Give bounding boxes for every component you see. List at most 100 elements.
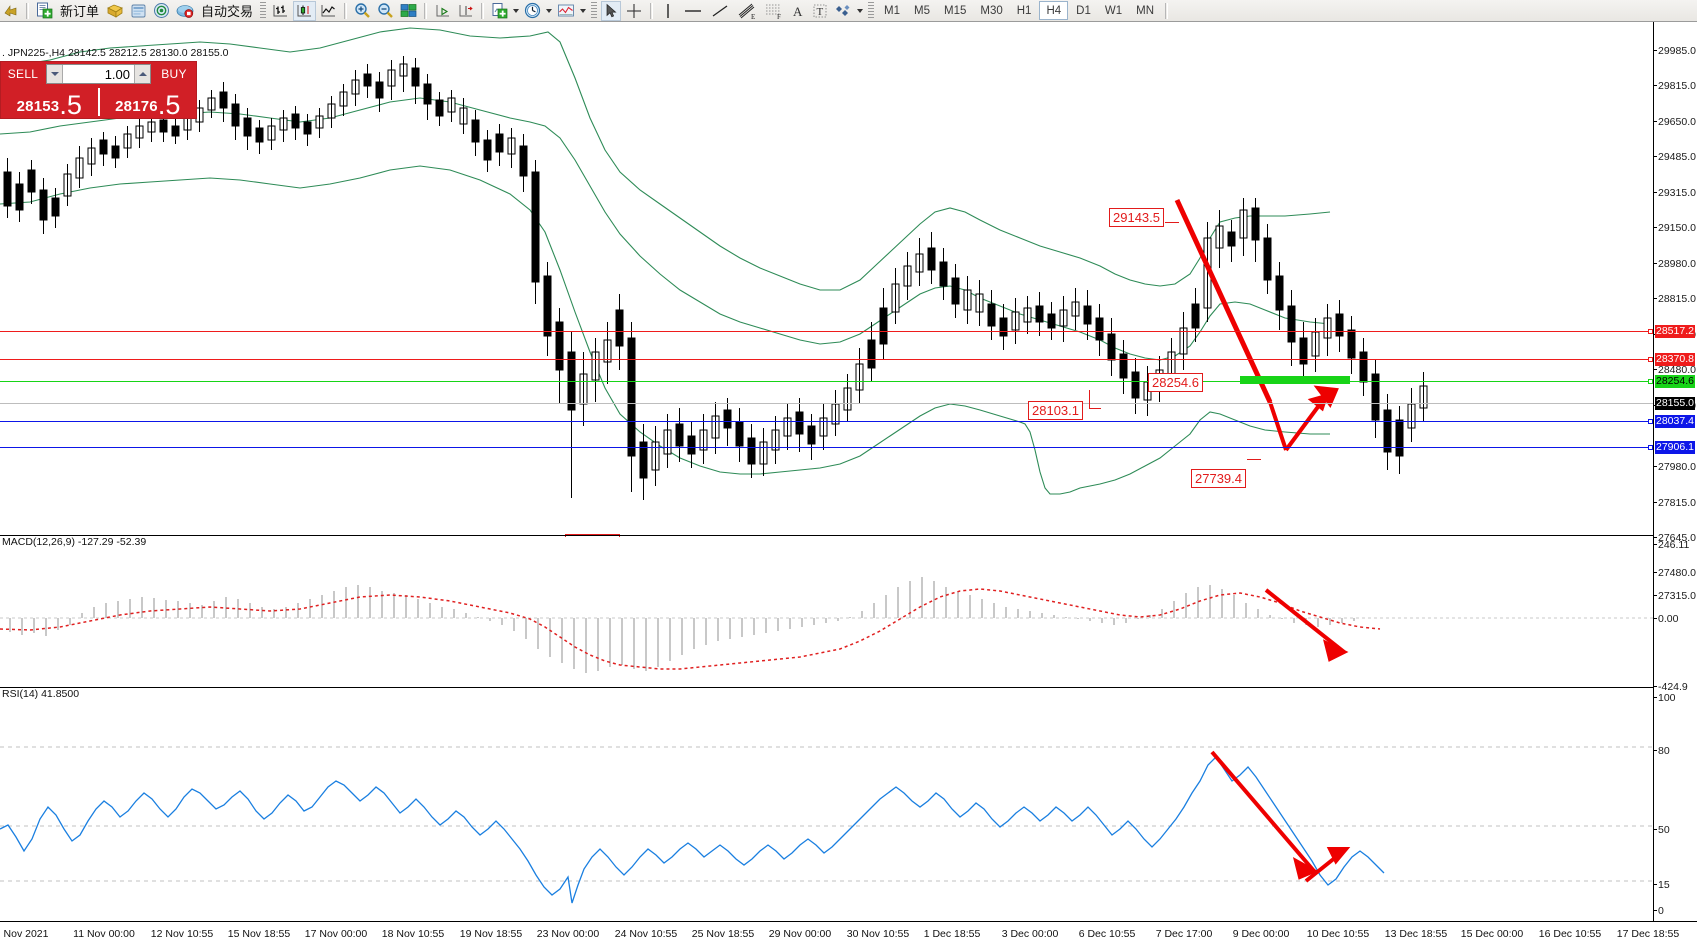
- objects-icon[interactable]: [832, 1, 854, 21]
- indicators-icon[interactable]: [555, 1, 577, 21]
- timeframe-m1[interactable]: M1: [884, 4, 901, 17]
- resistance-line-28517[interactable]: [0, 329, 1653, 334]
- price-axis[interactable]: 29985.0 29815.0 29650.0 29485.0 29315.0 …: [1653, 22, 1697, 921]
- macd-tick-min: -424.9: [1654, 681, 1688, 693]
- toolbar-grip[interactable]: [591, 2, 598, 19]
- level-chip-support-27906[interactable]: 27906.1: [1655, 441, 1695, 454]
- new-chart-icon[interactable]: [489, 1, 510, 21]
- annotation-29143[interactable]: 29143.5: [1109, 208, 1164, 227]
- buy-label[interactable]: BUY: [161, 67, 187, 81]
- line-chart-icon[interactable]: [318, 1, 339, 21]
- price-pane[interactable]: 29143.5 28254.6 28103.1 27739.4 27360.6: [0, 22, 1653, 553]
- vertical-line-icon[interactable]: [658, 1, 678, 21]
- sell-label[interactable]: SELL: [7, 67, 39, 81]
- support-line-27906[interactable]: [0, 445, 1653, 450]
- indicators-dropdown-icon[interactable]: [580, 8, 587, 13]
- sell-button[interactable]: 28153 .5: [1, 86, 98, 119]
- horizontal-line-icon[interactable]: [680, 1, 706, 21]
- timeframe-m30[interactable]: M30: [980, 4, 1003, 17]
- rsi-pane[interactable]: RSI(14) 41.8500: [0, 688, 1653, 921]
- macd-signal-line: [0, 588, 1381, 670]
- support-line-28037[interactable]: [0, 419, 1653, 424]
- level-handle[interactable]: [1648, 329, 1653, 334]
- macd-drawing-arrow: [1264, 588, 1349, 662]
- level-chip-resistance-28370[interactable]: 28370.8: [1655, 353, 1695, 366]
- buy-button[interactable]: 28176 .5: [100, 86, 197, 119]
- volume-stepper[interactable]: 1.00: [46, 64, 151, 84]
- rsi-header: RSI(14) 41.8500: [2, 688, 80, 700]
- volume-decrement-button[interactable]: [47, 65, 63, 83]
- crosshair-icon[interactable]: [623, 1, 645, 21]
- timeframe-w1[interactable]: W1: [1104, 4, 1123, 17]
- zoom-out-icon[interactable]: [375, 1, 396, 21]
- svg-text:A: A: [793, 4, 803, 19]
- new-order-icon[interactable]: [34, 1, 55, 21]
- rsi-tick-50: 50: [1654, 824, 1670, 836]
- time-tick: 7 Dec 17:00: [1155, 928, 1213, 940]
- annotation-28254[interactable]: 28254.6: [1148, 373, 1203, 392]
- text-label-icon[interactable]: A: [788, 1, 808, 21]
- new-order-label[interactable]: 新订单: [60, 4, 100, 19]
- svg-text:F: F: [777, 13, 781, 20]
- bar-chart-icon[interactable]: [270, 1, 291, 21]
- zoom-in-icon[interactable]: [352, 1, 373, 21]
- autotrading-label[interactable]: 自动交易: [201, 4, 254, 19]
- new-chart-dropdown-icon[interactable]: [513, 8, 520, 13]
- time-axis[interactable]: Nov 2021 11 Nov 00:00 12 Nov 10:55 15 No…: [0, 921, 1697, 948]
- fibonacci-icon[interactable]: F: [762, 1, 786, 21]
- price-tick: 28480.0: [1654, 364, 1696, 376]
- take-profit-zone-marker[interactable]: [1240, 376, 1350, 384]
- text-object-icon[interactable]: T: [810, 1, 830, 21]
- chart-window[interactable]: . JPN225-,H4 28142.5 28212.5 28130.0 281…: [0, 22, 1697, 948]
- annotation-27739[interactable]: 27739.4: [1191, 469, 1246, 488]
- timeframe-m5[interactable]: M5: [914, 4, 930, 17]
- rsi-tick-80: 80: [1654, 745, 1670, 757]
- timeframe-h4[interactable]: H4: [1039, 1, 1069, 20]
- level-chip-takeprofit-28254[interactable]: 28254.6: [1655, 375, 1695, 388]
- one-click-trading-panel[interactable]: SELL 1.00 BUY 28153 .5 28176 .5: [0, 61, 197, 119]
- annotation-28103[interactable]: 28103.1: [1028, 401, 1083, 420]
- level-chip-support-28037[interactable]: 28037.4: [1655, 415, 1695, 428]
- market-watch-icon[interactable]: [104, 1, 126, 21]
- rsi-drawing-arrow-down: [1210, 750, 1319, 880]
- one-click-top-row: SELL 1.00 BUY: [1, 62, 196, 86]
- price-tick: 29150.0: [1654, 222, 1696, 234]
- level-handle[interactable]: [1648, 357, 1653, 362]
- level-handle[interactable]: [1648, 419, 1653, 424]
- volume-value[interactable]: 1.00: [104, 66, 130, 82]
- macd-tick-zero: 0.00: [1653, 613, 1679, 625]
- cursor-icon[interactable]: [601, 0, 622, 21]
- equidistant-channel-icon[interactable]: E: [734, 1, 760, 21]
- price-tick: 29315.0: [1654, 187, 1696, 199]
- objects-dropdown-icon[interactable]: [857, 8, 864, 13]
- period-icon[interactable]: [522, 1, 543, 21]
- timeframe-d1[interactable]: D1: [1076, 4, 1091, 17]
- current-price-line-28155: [0, 403, 1653, 404]
- autoscroll-icon[interactable]: [455, 1, 476, 21]
- shift-chart-icon[interactable]: [432, 1, 453, 21]
- candlestick-chart-icon[interactable]: [293, 0, 317, 21]
- resistance-line-28370[interactable]: [0, 357, 1653, 362]
- volume-increment-button[interactable]: [134, 65, 150, 83]
- macd-pane[interactable]: MACD(12,26,9) -127.29 -52.39: [0, 536, 1653, 687]
- toolbar-grip[interactable]: [260, 2, 267, 19]
- pane-separator-1: [0, 535, 1653, 536]
- level-handle[interactable]: [1648, 379, 1653, 384]
- trendline-icon[interactable]: [708, 1, 732, 21]
- rsi-tick-0: 0: [1654, 905, 1664, 917]
- level-handle[interactable]: [1648, 445, 1653, 450]
- navigator-icon[interactable]: [151, 1, 172, 21]
- one-click-price-row: 28153 .5 28176 .5: [1, 86, 197, 119]
- level-chip-resistance-28517[interactable]: 28517.2: [1655, 325, 1695, 338]
- data-window-icon[interactable]: [128, 1, 149, 21]
- take-profit-line-28254[interactable]: [0, 379, 1653, 384]
- timeframe-h1[interactable]: H1: [1016, 4, 1032, 17]
- period-dropdown-icon[interactable]: [546, 8, 553, 13]
- price-tick: 29650.0: [1654, 116, 1696, 128]
- autotrading-icon[interactable]: [174, 1, 196, 21]
- tile-windows-icon[interactable]: [398, 1, 419, 21]
- toolbar-grip[interactable]: [868, 2, 875, 19]
- timeframe-m15[interactable]: M15: [944, 4, 967, 17]
- timeframe-mn[interactable]: MN: [1136, 4, 1154, 17]
- back-arrow-icon[interactable]: [1, 1, 21, 21]
